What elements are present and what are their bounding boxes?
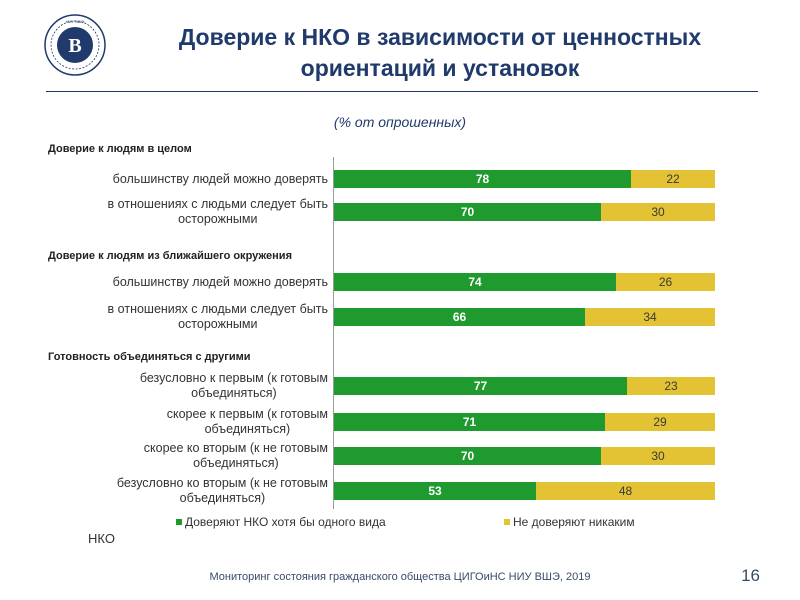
bar-segment-distrust: 30 (601, 447, 715, 465)
bar-segment-distrust: 23 (627, 377, 715, 395)
bar-segment-distrust: 26 (616, 273, 715, 291)
bar-segment-distrust: 22 (631, 170, 715, 188)
title-line-2: ориентаций и установок (300, 55, 580, 81)
bar-segment-distrust: 48 (536, 482, 715, 500)
bar-value-label: 26 (658, 275, 673, 289)
category-label: скорее ко вторым (к не готовым объединять… (143, 441, 328, 470)
bar-value-label: 70 (460, 449, 475, 463)
legend-swatch-yellow (504, 519, 510, 525)
legend-item-trust: Доверяют НКО хотя бы одного вида (176, 515, 386, 529)
chart-axis-line (333, 157, 334, 509)
category-label: безусловно ко вторым (к не готовым объеди… (116, 476, 328, 505)
bar-segment-trust: 78 (334, 170, 631, 188)
bar-segment-trust: 66 (334, 308, 585, 326)
bar-segment-trust: 53 (334, 482, 536, 500)
bar-segment-distrust: 29 (605, 413, 715, 431)
bar-segment-distrust: 34 (585, 308, 715, 326)
bar-segment-trust: 70 (334, 203, 601, 221)
svg-text:НИУ ВШЭ: НИУ ВШЭ (66, 19, 85, 24)
hse-logo: В НИУ ВШЭ (44, 14, 106, 76)
group-title: Доверие к людям в целом (48, 143, 192, 155)
category-label: скорее к первым (к готовым объединяться) (166, 407, 328, 436)
group-title: Готовность объединяться с другими (48, 351, 251, 363)
bar-value-label: 30 (651, 205, 665, 219)
bar-value-label: 22 (666, 172, 680, 186)
legend-label-trust: Доверяют НКО хотя бы одного вида (185, 515, 386, 529)
bar-value-label: 29 (653, 415, 667, 429)
bar-value-label: 48 (618, 484, 633, 498)
title-line-1: Доверие к НКО в зависимости от ценностны… (178, 24, 702, 50)
legend-item-distrust: Не доверяют никаким (504, 515, 635, 529)
legend-label-distrust: Не доверяют никаким (513, 515, 635, 529)
bar-value-label: 34 (643, 310, 657, 324)
bar-value-label: 74 (468, 275, 482, 289)
chart-subtitle: (% от опрошенных) (333, 114, 467, 130)
bar-value-label: 78 (475, 172, 490, 186)
bar-segment-trust: 77 (334, 377, 627, 395)
bar-value-label: 77 (473, 379, 488, 393)
legend-swatch-green (176, 519, 182, 525)
bar-value-label: 23 (664, 379, 678, 393)
category-label: большинству людей можно доверять (112, 171, 328, 186)
category-label: в отношениях с людьми следует быть осторо… (107, 302, 328, 331)
title-divider (46, 91, 758, 92)
category-label: безусловно к первым (к готовым объединять… (139, 371, 328, 400)
source-footer: Мониторинг состояния гражданского общест… (209, 571, 591, 583)
bar-value-label: 70 (460, 205, 475, 219)
legend-continuation: НКО (88, 531, 115, 546)
bar-value-label: 30 (651, 449, 665, 463)
category-label: большинству людей можно доверять (112, 274, 328, 289)
page-title: Доверие к НКО в зависимости от ценностны… (120, 22, 760, 84)
category-label: в отношениях с людьми следует быть осторо… (107, 197, 328, 226)
bar-value-label: 53 (428, 484, 442, 498)
bar-value-label: 66 (452, 310, 467, 324)
group-title: Доверие к людям из ближайшего окружения (48, 250, 292, 262)
bar-segment-trust: 71 (334, 413, 605, 431)
bar-segment-trust: 70 (334, 447, 601, 465)
svg-text:В: В (68, 35, 81, 57)
bar-segment-trust: 74 (334, 273, 616, 291)
bar-segment-distrust: 30 (601, 203, 715, 221)
bar-value-label: 71 (462, 415, 477, 429)
page-number: 16 (741, 566, 760, 585)
